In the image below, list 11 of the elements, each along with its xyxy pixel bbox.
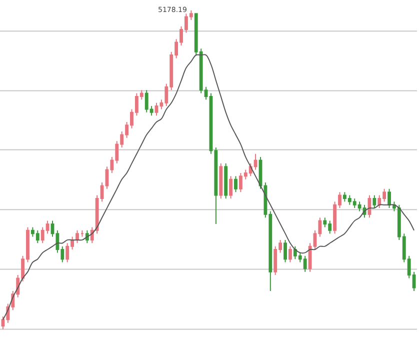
candlestick bbox=[224, 162, 228, 199]
candlestick bbox=[372, 194, 376, 209]
candlestick bbox=[219, 162, 223, 199]
candlestick bbox=[234, 176, 238, 193]
candlestick bbox=[288, 246, 292, 263]
candlestick bbox=[76, 230, 79, 244]
candlestick bbox=[284, 239, 287, 263]
candlestick bbox=[388, 188, 391, 209]
candlestick bbox=[368, 194, 372, 218]
candlestick bbox=[80, 230, 84, 238]
candlestick bbox=[229, 176, 232, 199]
